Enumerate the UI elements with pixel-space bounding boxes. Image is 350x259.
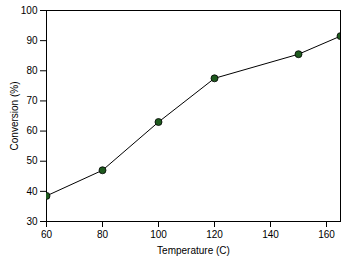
svg-text:50: 50 bbox=[26, 155, 38, 166]
svg-text:70: 70 bbox=[26, 95, 38, 106]
svg-text:Conversion (%): Conversion (%) bbox=[9, 82, 20, 151]
svg-text:60: 60 bbox=[26, 125, 38, 136]
svg-text:80: 80 bbox=[26, 65, 38, 76]
svg-text:120: 120 bbox=[206, 229, 223, 240]
svg-text:100: 100 bbox=[21, 5, 38, 16]
svg-text:60: 60 bbox=[41, 229, 53, 240]
svg-text:100: 100 bbox=[150, 229, 167, 240]
svg-text:140: 140 bbox=[262, 229, 279, 240]
svg-text:40: 40 bbox=[26, 186, 38, 197]
svg-text:30: 30 bbox=[26, 216, 38, 227]
svg-text:Temperature (C): Temperature (C) bbox=[157, 245, 230, 256]
svg-text:90: 90 bbox=[26, 35, 38, 46]
svg-text:160: 160 bbox=[318, 229, 335, 240]
svg-text:80: 80 bbox=[97, 229, 109, 240]
